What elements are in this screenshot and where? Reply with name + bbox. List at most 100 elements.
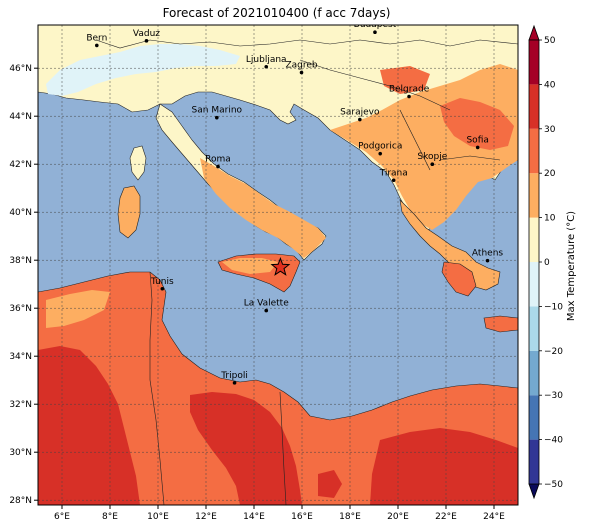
colorbar-segment <box>529 306 539 351</box>
colorbar-tick-label: 10 <box>544 214 556 224</box>
graticule <box>38 25 518 505</box>
lat-tick-label: 38°N <box>9 256 32 266</box>
lat-tick-label: 28°N <box>9 496 32 506</box>
lon-tick-label: 8°E <box>102 512 118 522</box>
city-dot <box>299 70 304 75</box>
lat-tick-label: 30°N <box>9 448 32 458</box>
city-dot <box>95 43 99 48</box>
lat-tick-label: 46°N <box>9 64 32 74</box>
colorbar-tick-label: 20 <box>544 169 556 179</box>
city-label: La Valette <box>244 299 289 309</box>
balkans-hot-zone <box>440 98 514 150</box>
lon-tick-label: 18°E <box>339 512 361 522</box>
africa-hot-zone <box>38 346 140 505</box>
lon-tick-label: 22°E <box>435 512 457 522</box>
city-label: Vaduz <box>133 29 160 39</box>
colorbar-segment <box>529 262 539 307</box>
city-dot <box>485 258 490 263</box>
colorbar-tick-label: −30 <box>544 391 563 401</box>
colorbar: −50 −40 −30 −20 −10 0 10 20 30 40 50 <box>528 24 563 500</box>
colorbar-min-extend <box>528 483 540 500</box>
longitude-ticks: 6°E 8°E 10°E 12°E 14°E 16°E 18°E 20°E 22°E 24°E <box>54 505 505 522</box>
land-greece <box>399 199 501 291</box>
africa-hot-zone-3 <box>370 428 518 505</box>
city-label: Tripoli <box>220 371 248 381</box>
colorbar-tick-label: 40 <box>544 80 556 90</box>
city-dot <box>264 308 269 313</box>
sicily-cool-zone <box>222 258 278 274</box>
colorbar-label: Max Temperature (°C) <box>566 211 577 321</box>
colorbar-segment <box>529 40 539 85</box>
colorbar-segment <box>529 350 539 396</box>
city-label: Sarajevo <box>340 108 380 118</box>
colorbar-segment <box>529 173 539 218</box>
colorbar-segment <box>529 217 539 262</box>
lat-tick-label: 32°N <box>9 400 32 410</box>
lat-tick-label: 36°N <box>9 304 32 314</box>
lon-tick-label: 24°E <box>483 512 505 522</box>
lat-tick-label: 42°N <box>9 160 32 170</box>
city-dot <box>215 115 219 120</box>
city-label: Tirana <box>379 168 408 178</box>
land-corsica <box>129 145 147 181</box>
peloponnese <box>441 261 477 297</box>
lon-tick-label: 12°E <box>195 512 217 522</box>
alps-cold-zone <box>46 44 240 96</box>
city-dot <box>391 178 396 183</box>
land-sardinia <box>117 185 141 239</box>
city-label: Athens <box>472 249 503 259</box>
colorbar-tick-label: 0 <box>544 258 550 268</box>
colorbar-tick-label: −50 <box>544 480 563 490</box>
italy-warm-zone <box>200 158 326 258</box>
city-label: Budapest <box>354 20 397 30</box>
city-label: Sofia <box>466 135 488 145</box>
colorbar-tick-label: −40 <box>544 436 563 446</box>
colorbar-segment <box>529 395 539 440</box>
lon-tick-label: 16°E <box>291 512 313 522</box>
colorbar-segment <box>529 439 539 484</box>
city-dot <box>378 151 383 156</box>
city-dot <box>475 145 480 150</box>
city-dot <box>373 30 377 34</box>
lon-tick-label: 14°E <box>243 512 265 522</box>
city-dot <box>264 64 269 69</box>
lat-tick-label: 44°N <box>9 112 32 122</box>
colorbar-segment <box>529 128 539 174</box>
lat-tick-label: 40°N <box>9 208 32 218</box>
city-label: San Marino <box>192 106 243 116</box>
colorbar-tick-label: 50 <box>544 36 556 46</box>
colorbar-tick-label: 30 <box>544 125 556 135</box>
city-label: Skopje <box>417 152 447 162</box>
lon-tick-label: 10°E <box>147 512 169 522</box>
colorbar-tick-label: −20 <box>544 347 563 357</box>
city-label: Belgrade <box>389 85 430 95</box>
city-label: Roma <box>205 155 231 165</box>
map-frame <box>37 24 519 506</box>
latitude-ticks: 28°N 30°N 32°N 34°N 36°N 38°N 40°N 42°N 44°N 46°N <box>9 64 38 506</box>
city-dot <box>216 164 220 169</box>
lat-tick-label: 34°N <box>9 352 32 362</box>
colorbar-tick-label: −10 <box>544 302 563 312</box>
city-dot <box>144 39 149 43</box>
city-label: Podgorica <box>358 142 402 152</box>
city-dot <box>430 162 435 166</box>
lon-tick-label: 20°E <box>387 512 409 522</box>
city-dot <box>160 286 165 291</box>
colorbar-segment <box>529 84 539 129</box>
city-label: Bern <box>86 33 107 43</box>
city-dot <box>407 94 411 99</box>
city-label: Zagreb <box>285 61 317 71</box>
land-crete <box>483 315 518 333</box>
location-star-icon <box>270 256 291 276</box>
africa-hot-zone-4 <box>318 470 342 498</box>
star-shape <box>270 256 291 276</box>
city-label: Ljubljana <box>246 55 287 65</box>
map-title: Forecast of 2021010400 (f acc 7days) <box>162 6 391 20</box>
lon-tick-label: 6°E <box>54 512 70 522</box>
country-borders <box>95 39 518 505</box>
city-dot <box>232 381 237 385</box>
city-dot <box>358 117 362 122</box>
africa-hot-zone-2 <box>190 392 302 505</box>
